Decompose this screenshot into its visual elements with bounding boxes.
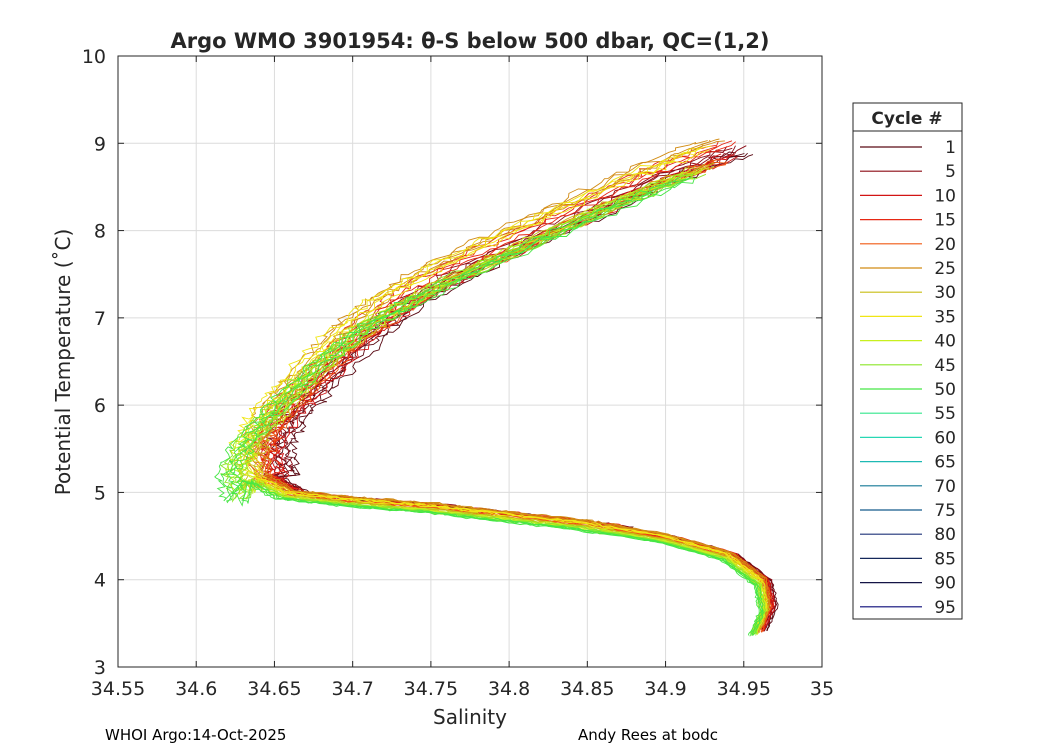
legend-label: 30 (934, 283, 956, 303)
profile-line-cycle-25 (259, 140, 771, 629)
legend-label: 55 (934, 404, 956, 424)
legend-label: 70 (934, 477, 956, 497)
profile-line-cycle-35 (248, 149, 768, 631)
legend: Cycle # 15101520253035404550556065707580… (852, 102, 963, 620)
footer-right: Andy Rees at bodc (578, 726, 719, 744)
y-tick-label: 8 (94, 221, 106, 243)
x-tick-label: 34.85 (560, 678, 614, 700)
legend-label: 50 (934, 380, 956, 400)
legend-label: 65 (934, 453, 956, 473)
footer-left: WHOI Argo:14-Oct-2025 (105, 726, 287, 744)
plot-frame (117, 55, 823, 668)
profile-line-cycle-25 (253, 138, 771, 629)
legend-label: 35 (934, 307, 956, 327)
legend-label: 40 (934, 332, 956, 352)
legend-label: 85 (934, 549, 956, 569)
legend-label: 90 (934, 574, 956, 594)
x-tick-label: 34.65 (247, 678, 301, 700)
y-axis-label: Potential Temperature (˚C) (51, 229, 75, 496)
legend-label: 20 (934, 235, 956, 255)
legend-label: 5 (945, 162, 956, 182)
y-tick-label: 6 (94, 395, 106, 417)
y-tick-label: 5 (94, 482, 106, 504)
x-tick-label: 34.7 (332, 678, 374, 700)
legend-label: 60 (934, 428, 956, 448)
legend-label: 10 (934, 186, 956, 206)
x-axis-label: Salinity (433, 705, 507, 729)
legend-label: 25 (934, 259, 956, 279)
legend-label: 15 (934, 211, 956, 231)
ticks: 34.55 34.6 34.65 34.7 34.75 34.8 34.85 34.9 34.9… (82, 46, 834, 700)
profile-line-cycle-50 (231, 177, 764, 636)
y-tick-label: 7 (94, 308, 106, 330)
x-tick-label: 34.8 (488, 678, 530, 700)
x-tick-label: 35 (810, 678, 834, 700)
y-tick-label: 3 (94, 657, 106, 679)
x-tick-label: 34.55 (91, 678, 145, 700)
data-lines (214, 138, 779, 637)
legend-label: 45 (934, 356, 956, 376)
x-tick-label: 34.9 (644, 678, 686, 700)
y-tick-label: 10 (82, 46, 106, 68)
legend-box (852, 102, 963, 620)
chart-title: Argo WMO 3901954: θ-S below 500 dbar, QC… (171, 29, 770, 53)
profile-line-cycle-35 (237, 147, 766, 630)
x-tick-label: 34.6 (175, 678, 217, 700)
legend-label: 75 (934, 501, 956, 521)
legend-label: 95 (934, 598, 956, 618)
profile-line-cycle-50 (214, 176, 760, 636)
x-tick-label: 34.95 (717, 678, 771, 700)
x-tick-label: 34.75 (404, 678, 458, 700)
legend-title: Cycle # (871, 109, 942, 129)
y-tick-label: 4 (94, 570, 106, 592)
legend-label: 1 (945, 138, 956, 158)
y-tick-label: 9 (94, 133, 106, 155)
legend-label: 80 (934, 525, 956, 545)
